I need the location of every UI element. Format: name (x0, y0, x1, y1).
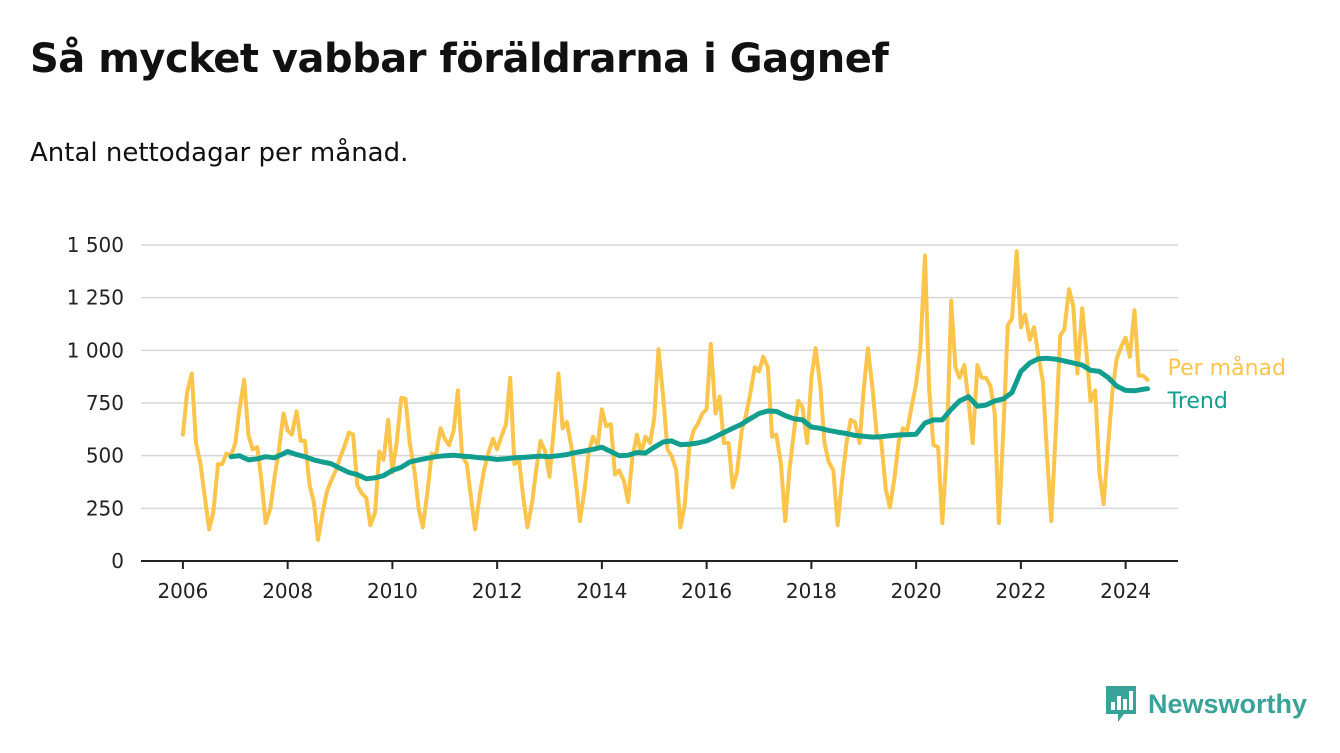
newsworthy-logo[interactable]: Newsworthy (1104, 684, 1307, 724)
brand-name: Newsworthy (1148, 688, 1308, 719)
legend-label-per-manad: Per månad (1168, 355, 1286, 381)
y-tick-label: 750 (86, 391, 124, 415)
y-axis-ticks: 0 250 500 750 1 000 1 250 1 500 (67, 233, 124, 573)
x-tick-label: 2020 (891, 579, 942, 603)
y-tick-label: 0 (111, 549, 124, 573)
legend-label-trend: Trend (1167, 389, 1228, 414)
x-tick-label: 2006 (157, 579, 208, 603)
y-tick-label: 250 (86, 496, 124, 520)
x-tick-label: 2014 (576, 579, 627, 603)
x-tick-label: 2016 (681, 579, 732, 603)
series-lines (180, 249, 1151, 542)
y-tick-label: 1 000 (67, 338, 124, 362)
x-tick-label: 2012 (472, 579, 523, 603)
y-tick-label: 500 (86, 444, 124, 468)
chart-subtitle: Antal nettodagar per månad. (30, 138, 409, 168)
x-tick-label: 2018 (786, 579, 837, 603)
y-tick-label: 1 250 (67, 286, 124, 310)
bar-chart-bubble-icon (1106, 686, 1136, 722)
x-tick-label: 2024 (1100, 579, 1151, 603)
series-line-per-manad (180, 249, 1150, 542)
x-tick-label: 2022 (995, 579, 1046, 603)
x-tick-label: 2010 (367, 579, 418, 603)
chart-title: Så mycket vabbar föräldrarna i Gagnef (30, 36, 889, 82)
y-tick-label: 1 500 (67, 233, 124, 257)
x-axis: 2006 2008 2010 2012 2014 2016 2018 2020 2022 2024 (141, 560, 1178, 603)
x-tick-label: 2008 (262, 579, 313, 603)
legend: Per månad Trend (1167, 355, 1286, 414)
series-line-trend (228, 355, 1151, 482)
